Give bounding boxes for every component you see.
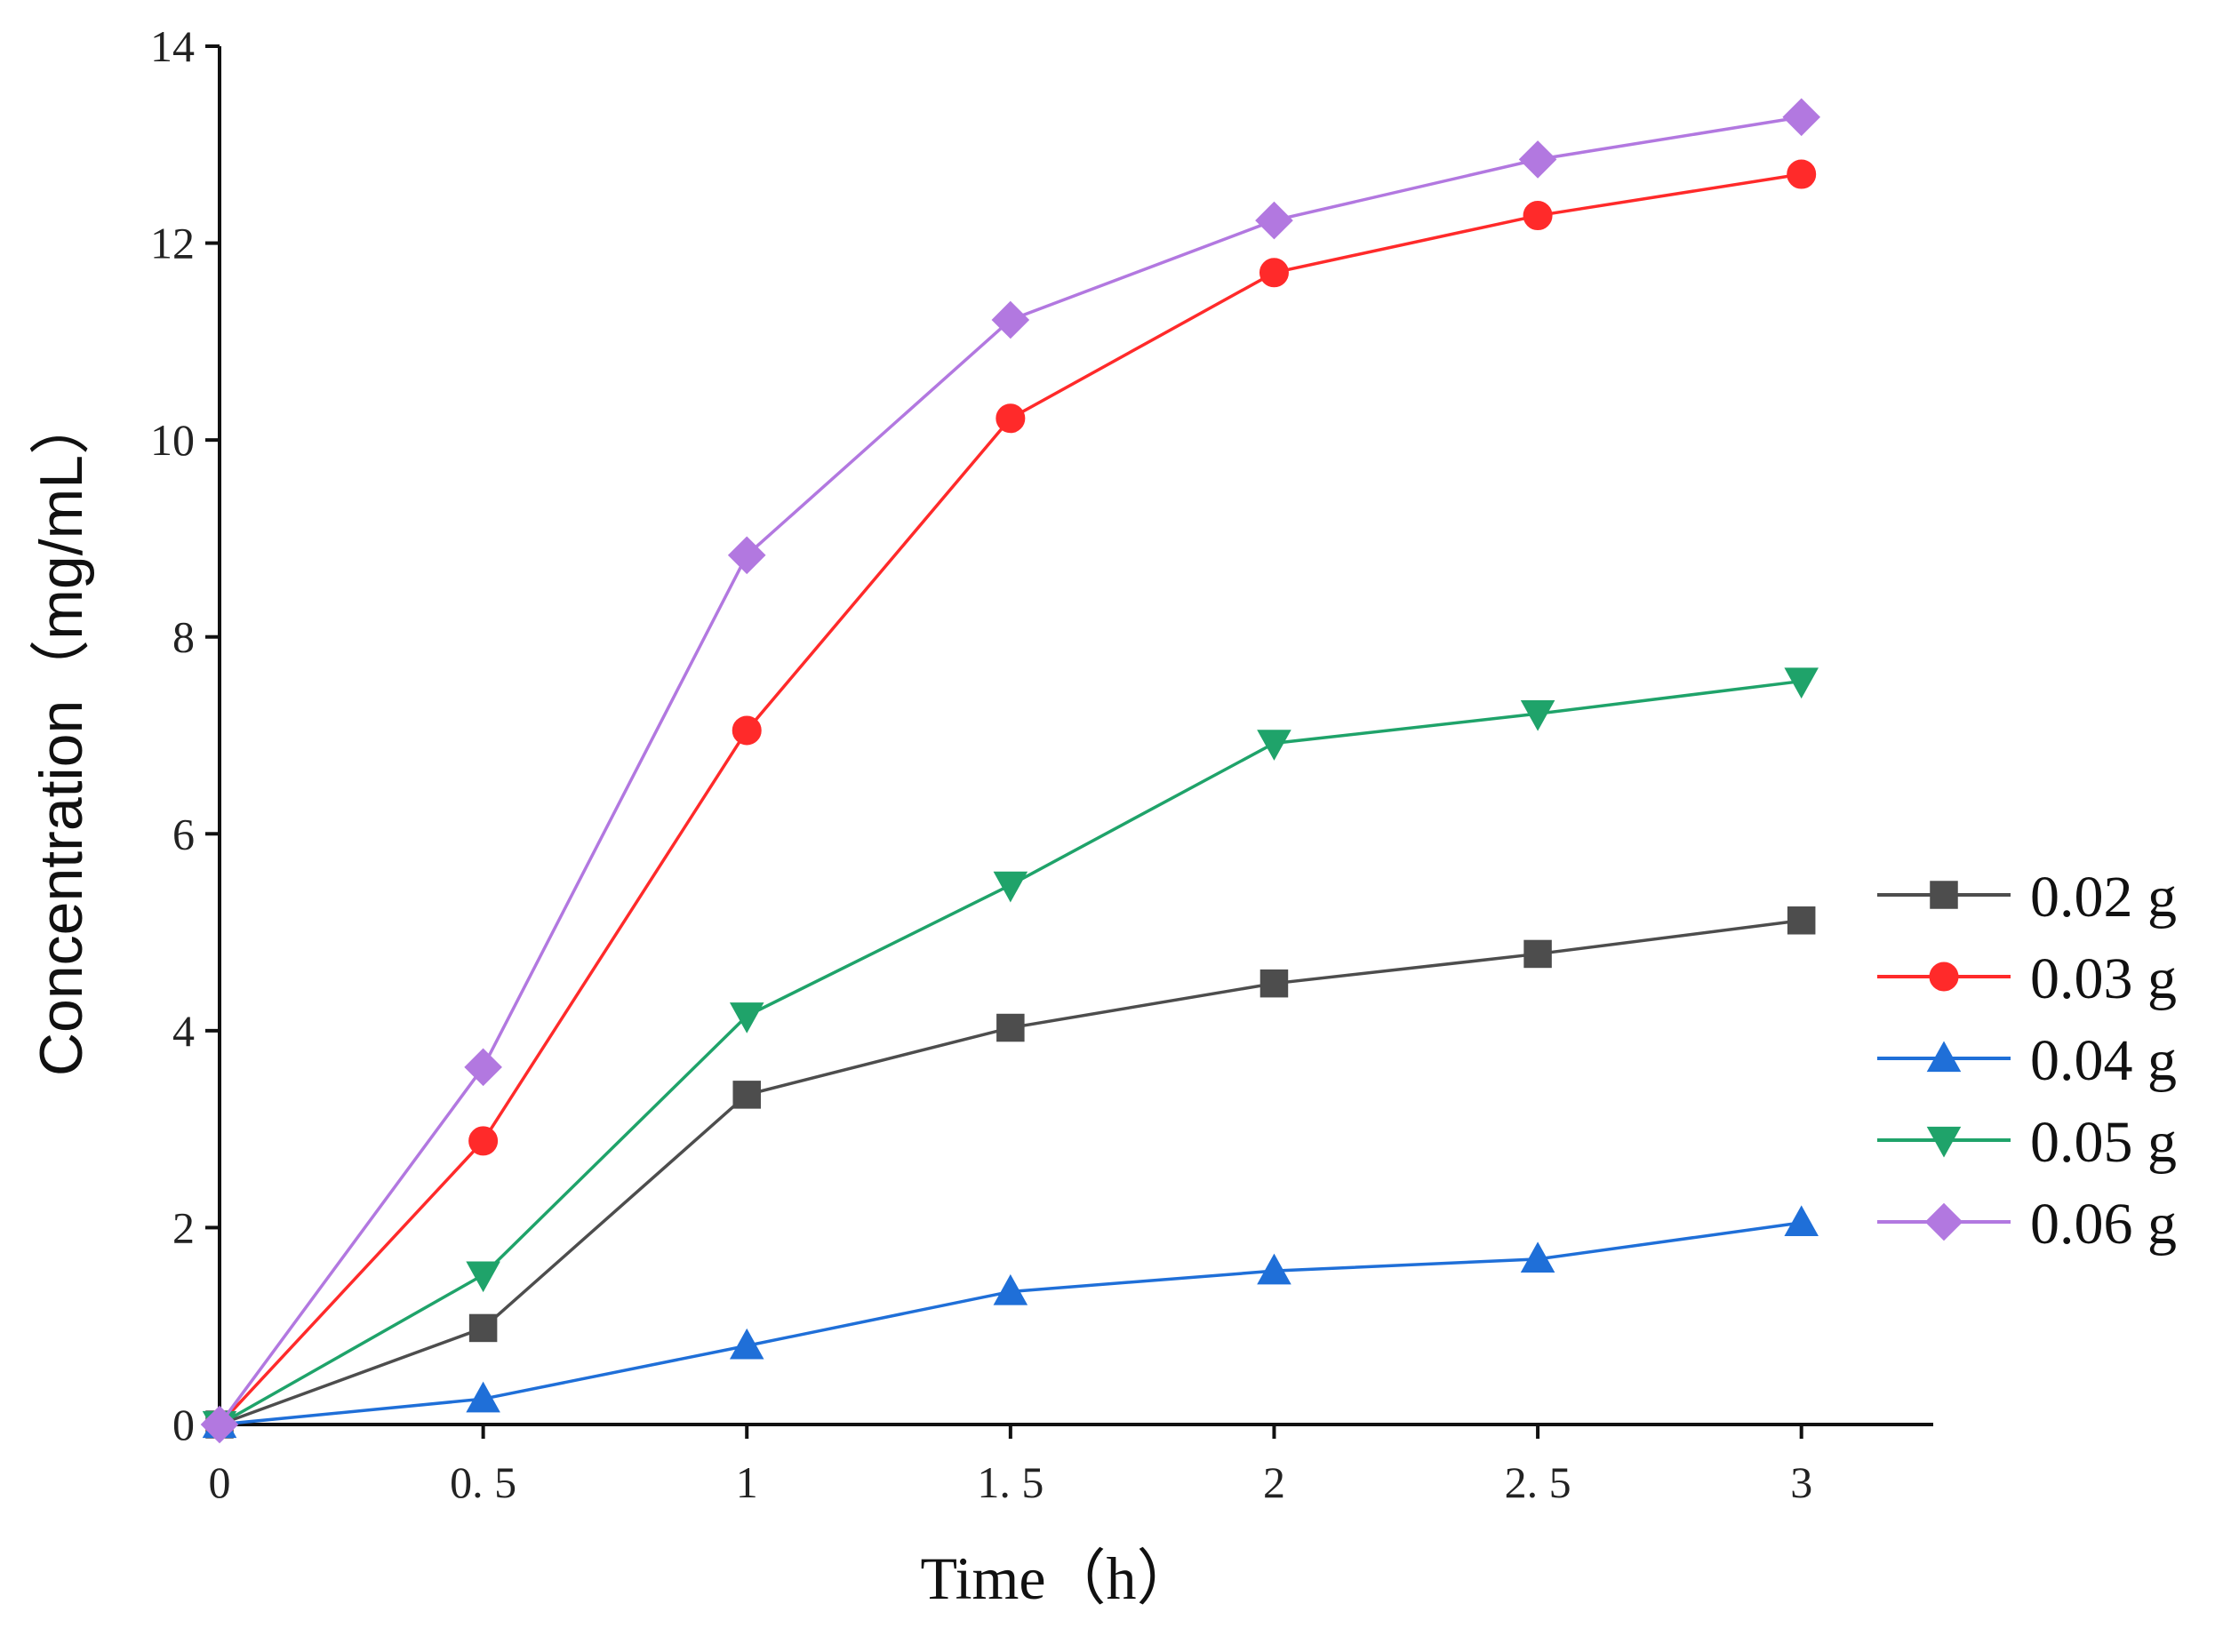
y-tick-label: 8 [172,612,195,662]
legend-marker [1924,1202,1963,1241]
series-0-02-g [205,906,1816,1439]
data-point [468,1126,499,1156]
data-point [1787,906,1816,935]
data-point [729,1002,764,1033]
x-tick-label: 1. 5 [977,1457,1044,1507]
y-tick-label: 6 [172,809,195,858]
axes [218,46,1933,1426]
data-point [993,1273,1028,1305]
data-point [1259,258,1289,288]
data-point [466,1261,500,1293]
legend-label: 0.04 g [2030,1028,2177,1093]
data-point [993,871,1028,903]
series-0-06-g [200,98,1821,1444]
x-tick-label: 1 [736,1457,758,1507]
legend: 0.02 g 0.03 g 0.04 g 0.05 g 0.06 g [1877,865,2177,1257]
x-tick-label: 0 [209,1457,231,1507]
x-tick-label: 2 [1263,1457,1285,1507]
series-0-04-g [202,1205,1819,1439]
data-point [468,1313,498,1343]
series-layer [200,98,1821,1444]
legend-item: 0.04 g [1877,1028,2177,1093]
data-point [464,1048,502,1087]
data-point [1259,969,1289,998]
series-0-05-g [202,667,1819,1442]
data-point [729,1328,764,1360]
series-line [219,1221,1802,1426]
data-point [991,300,1030,339]
y-tick-label: 12 [150,219,195,268]
data-point [1255,201,1293,240]
legend-marker [1926,1041,1962,1073]
legend-marker [1930,881,1958,909]
data-point [200,1405,239,1444]
y-tick-label: 14 [150,21,195,71]
series-0-03-g [204,159,1817,1440]
legend-marker [1926,1126,1962,1158]
series-line [218,172,1802,1426]
y-axis-title: Concentration（mg/mL） [28,395,95,1076]
x-ticks: 0 0. 5 1 1. 5 2 2. 5 3 [209,1425,1812,1507]
series-line [219,679,1802,1426]
y-tick-label: 2 [172,1202,195,1252]
data-point [996,403,1026,434]
legend-label: 0.05 g [2030,1110,2177,1175]
data-point [1523,201,1553,231]
data-point [1257,1253,1291,1285]
data-point [1523,939,1552,969]
data-point [1784,667,1819,699]
legend-item: 0.06 g [1877,1192,2177,1257]
legend-label: 0.02 g [2030,865,2177,930]
data-point [1518,140,1557,179]
legend-marker [1929,962,1959,992]
y-tick-label: 10 [150,415,195,465]
legend-item: 0.05 g [1877,1110,2177,1175]
legend-label: 0.03 g [2030,946,2177,1011]
legend-item: 0.03 g [1877,946,2177,1011]
data-point [1787,159,1817,189]
data-point [727,536,766,575]
legend-item: 0.02 g [1877,865,2177,930]
data-point [996,1013,1025,1042]
legend-label: 0.06 g [2030,1192,2177,1257]
y-ticks: 0 2 4 6 8 10 12 14 [150,21,220,1449]
data-point [1782,98,1821,137]
x-tick-label: 2. 5 [1505,1457,1571,1507]
data-point [466,1381,500,1413]
x-tick-label: 3 [1790,1457,1812,1507]
data-point [1257,730,1291,761]
data-point [1520,699,1555,731]
data-point [732,1081,761,1109]
x-axis-title: Time（h） [920,1544,1196,1612]
series-line [219,919,1802,1426]
data-point [1520,1241,1555,1273]
data-point [732,715,762,746]
y-tick-label: 0 [172,1400,195,1449]
y-tick-label: 4 [172,1006,195,1056]
x-tick-label: 0. 5 [450,1457,516,1507]
data-point [1784,1205,1819,1237]
